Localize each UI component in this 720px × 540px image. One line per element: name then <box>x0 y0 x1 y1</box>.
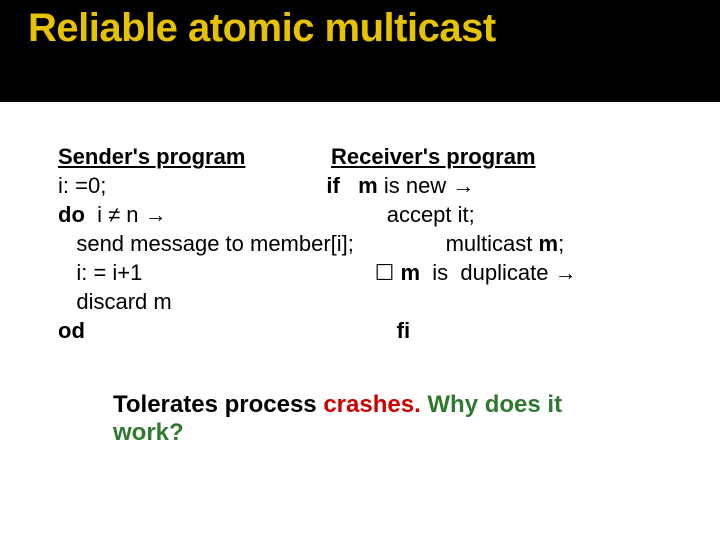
footer-a: Tolerates process <box>113 391 323 418</box>
line5-rest: is duplicate <box>420 260 555 285</box>
line3-accept: accept it; <box>387 202 475 227</box>
line3-do: do <box>58 202 85 227</box>
line4-mcast-a: multicast <box>446 231 539 256</box>
line5-m: m <box>401 260 421 285</box>
line5-a: i: = i+1 <box>58 260 142 285</box>
line4-send: send message to member[i]; <box>58 231 354 256</box>
content-area: Sender's program Receiver's program i: =… <box>0 102 720 447</box>
line4-mcast-c: ; <box>558 231 564 256</box>
footer-crashes: crashes. <box>323 391 420 418</box>
line7-fi: fi <box>397 318 410 343</box>
line7-od: od <box>58 318 85 343</box>
line2-if: if <box>326 173 339 198</box>
line5-box: ☐ <box>369 260 401 285</box>
slide-title: Reliable atomic multicast <box>28 6 720 51</box>
line2-rest: is new <box>378 173 453 198</box>
line4-mcast-b: m <box>539 231 559 256</box>
footer-line: Tolerates process crashes. Why does it w… <box>58 391 670 447</box>
line6: discard m <box>58 289 172 314</box>
header-bar: Reliable atomic multicast <box>0 0 720 102</box>
program-block: Sender's program Receiver's program i: =… <box>58 142 670 345</box>
heading-receiver: Receiver's program <box>331 144 536 169</box>
line2-sender: i: =0; <box>58 173 106 198</box>
line2-m: m <box>358 173 378 198</box>
line3-cond: i ≠ n <box>85 202 145 227</box>
heading-sender: Sender's program <box>58 144 245 169</box>
